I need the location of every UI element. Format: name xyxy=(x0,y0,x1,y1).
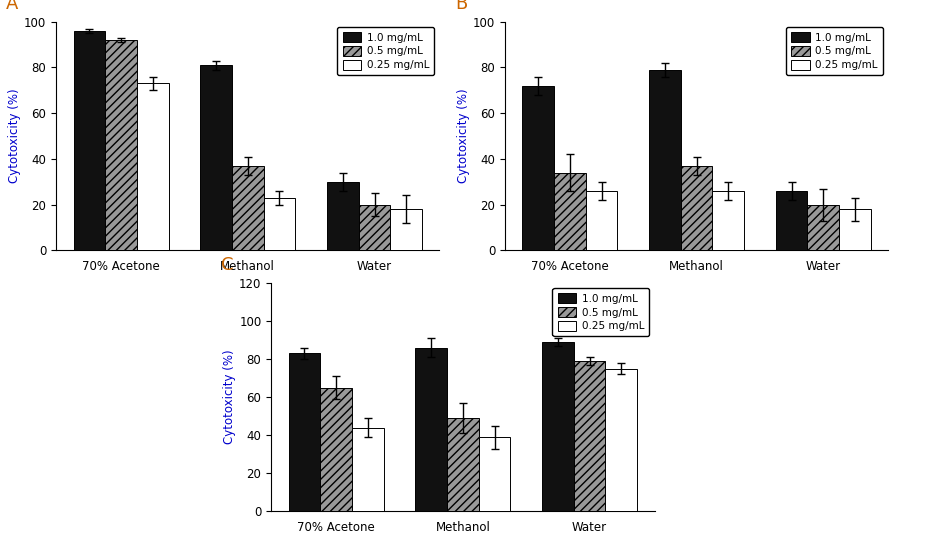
Bar xyxy=(712,191,744,250)
Bar xyxy=(523,86,554,250)
Text: A: A xyxy=(7,0,19,13)
Bar xyxy=(137,83,168,250)
Bar xyxy=(585,191,617,250)
Text: C: C xyxy=(222,256,234,274)
Legend: 1.0 mg/mL, 0.5 mg/mL, 0.25 mg/mL: 1.0 mg/mL, 0.5 mg/mL, 0.25 mg/mL xyxy=(786,27,883,75)
Bar xyxy=(359,205,390,250)
Legend: 1.0 mg/mL, 0.5 mg/mL, 0.25 mg/mL: 1.0 mg/mL, 0.5 mg/mL, 0.25 mg/mL xyxy=(553,288,649,336)
Bar xyxy=(200,65,232,250)
Bar xyxy=(106,40,137,250)
Bar xyxy=(321,387,352,511)
Bar xyxy=(327,182,359,250)
Bar xyxy=(808,205,839,250)
Bar xyxy=(574,361,605,511)
Bar xyxy=(776,191,808,250)
Y-axis label: Cytotoxicity (%): Cytotoxicity (%) xyxy=(223,350,237,444)
Bar xyxy=(264,197,295,250)
Bar xyxy=(542,342,574,511)
Bar xyxy=(554,172,585,250)
Y-axis label: Cytotoxicity (%): Cytotoxicity (%) xyxy=(8,89,22,183)
Legend: 1.0 mg/mL, 0.5 mg/mL, 0.25 mg/mL: 1.0 mg/mL, 0.5 mg/mL, 0.25 mg/mL xyxy=(338,27,434,75)
Text: B: B xyxy=(455,0,468,13)
Bar xyxy=(447,418,479,511)
Bar xyxy=(390,209,422,250)
Bar xyxy=(74,31,106,250)
Bar xyxy=(649,70,681,250)
Bar xyxy=(415,348,447,511)
Bar xyxy=(681,166,712,250)
Bar xyxy=(289,354,321,511)
Y-axis label: Cytotoxicity (%): Cytotoxicity (%) xyxy=(457,89,470,183)
Bar xyxy=(479,437,511,511)
Bar xyxy=(232,166,264,250)
Bar xyxy=(839,209,870,250)
Bar xyxy=(352,428,383,511)
Bar xyxy=(605,369,637,511)
